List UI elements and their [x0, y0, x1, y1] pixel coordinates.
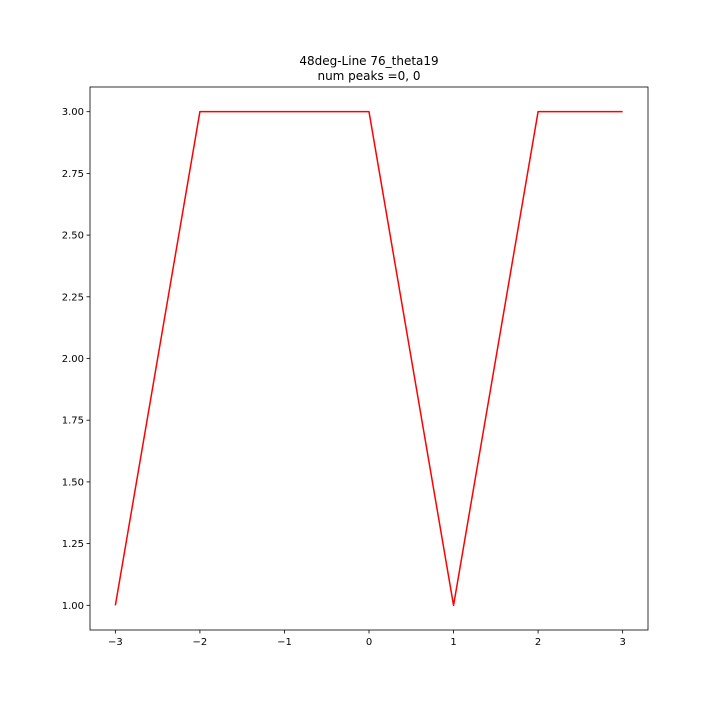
series-layer	[114, 110, 623, 607]
x-tick-label: −1	[277, 637, 292, 648]
x-axis: −3 −2 −1 0 1 2 3	[108, 630, 626, 648]
series-line	[114, 110, 623, 607]
x-tick-label: 1	[450, 637, 456, 648]
y-tick-label: 1.00	[62, 601, 84, 612]
x-tick-label: 0	[366, 637, 372, 648]
x-tick-label: −2	[193, 637, 208, 648]
y-tick-label: 2.00	[62, 354, 84, 365]
y-tick-label: 1.75	[62, 416, 84, 427]
x-tick-label: −3	[108, 637, 123, 648]
y-tick-label: 1.25	[62, 539, 84, 550]
y-tick-label: 2.50	[62, 231, 84, 242]
chart-title: 48deg-Line 76_theta19	[299, 54, 438, 68]
x-tick-label: 3	[619, 637, 625, 648]
y-tick-label: 2.75	[62, 169, 84, 180]
y-tick-label: 2.25	[62, 292, 84, 303]
axes-frame	[89, 86, 649, 631]
x-tick-label: 2	[535, 637, 541, 648]
y-tick-label: 1.50	[62, 477, 84, 488]
y-tick-label: 3.00	[62, 107, 84, 118]
chart-subtitle: num peaks =0, 0	[317, 69, 420, 83]
y-axis: 1.00 1.25 1.50 1.75 2.00 2.25 2.50 2.75 3.00	[62, 107, 90, 612]
